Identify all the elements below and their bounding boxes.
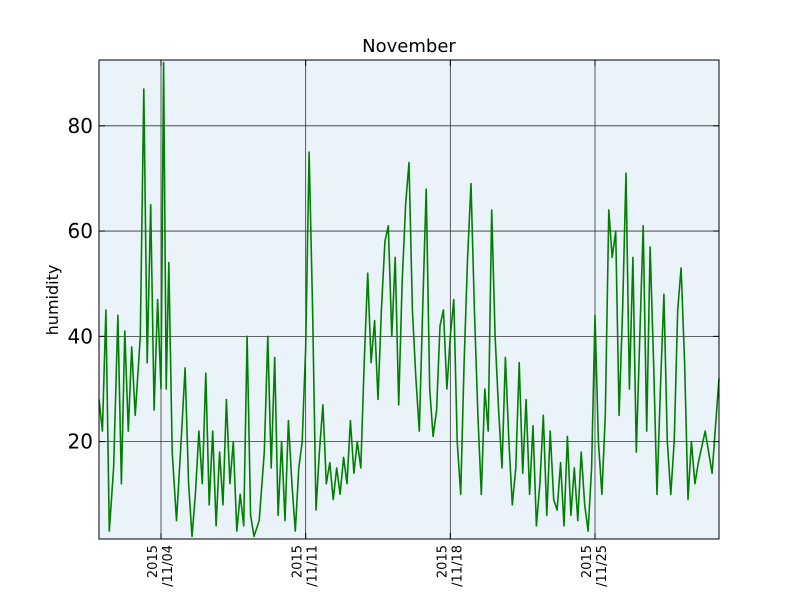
x-tick-label-date: /11/04 <box>161 545 176 587</box>
x-tick-label-year: 2015 <box>580 545 595 578</box>
y-tick-label: 40 <box>68 324 93 348</box>
x-axis-ticks: 2015/11/04 2015/11/11 2015/11/18 2015/11/25 <box>146 60 610 587</box>
y-axis-label: humidity <box>43 265 62 336</box>
y-tick-label: 80 <box>68 114 93 138</box>
y-tick-label: 20 <box>68 430 93 454</box>
y-tick-label: 60 <box>68 219 93 243</box>
x-tick-label-date: /11/25 <box>595 545 610 587</box>
y-axis-ticks: 20 40 60 80 <box>68 114 719 454</box>
x-tick-label-year: 2015 <box>291 545 306 578</box>
series-line <box>98 61 720 538</box>
x-tick-label: 2015/11/11 <box>291 545 321 587</box>
x-tick-label: 2015/11/18 <box>435 545 465 587</box>
x-tick-label-date: /11/18 <box>450 545 465 587</box>
grid-lines <box>99 60 719 539</box>
chart-title: November <box>362 36 456 57</box>
x-tick-label-year: 2015 <box>146 545 161 578</box>
plot-area <box>99 60 719 539</box>
x-tick-label-date: /11/11 <box>306 545 321 587</box>
x-tick-label-year: 2015 <box>435 545 450 578</box>
x-tick-label: 2015/11/04 <box>146 545 176 587</box>
plot-frame <box>98 59 720 540</box>
series-group <box>98 61 720 538</box>
x-tick-label: 2015/11/25 <box>580 545 610 587</box>
